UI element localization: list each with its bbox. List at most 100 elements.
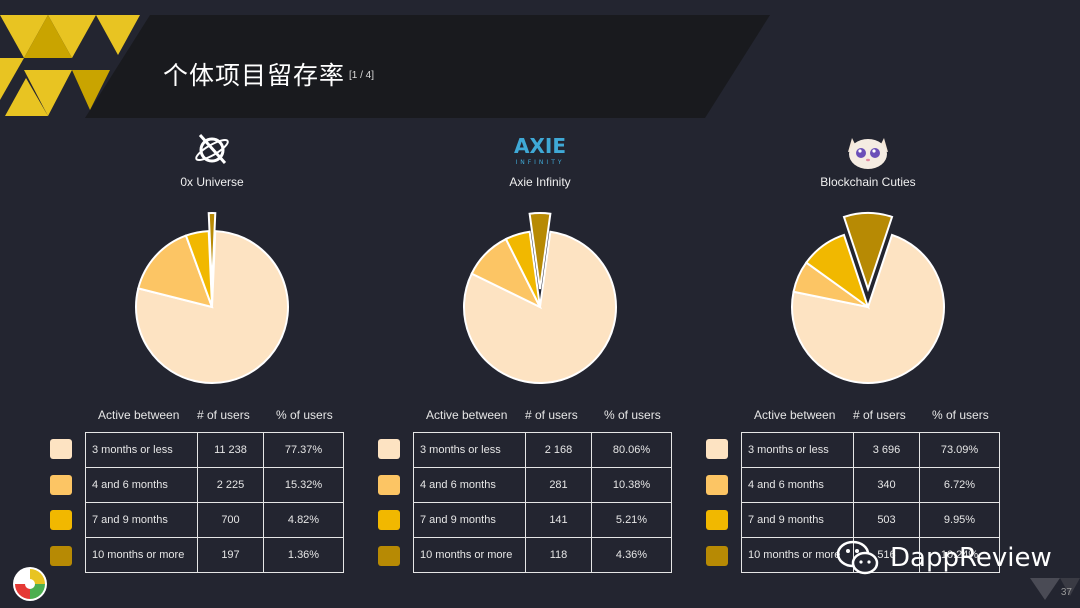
data-table: 3 months or less 11 238 77.37% 4 and 6 mont… <box>85 432 344 573</box>
row-category: 3 months or less <box>413 432 526 468</box>
legend-swatch-1 <box>706 439 728 459</box>
row-pct-users: 4.82% <box>263 502 344 538</box>
page-title: 个体项目留存率 <box>163 61 346 90</box>
watermark: DappReview <box>836 536 1052 580</box>
table-row: 4 and 6 months 2 225 15.32% <box>85 467 344 503</box>
legend-swatch-3 <box>378 510 400 530</box>
header-active-between: Active between <box>426 408 508 422</box>
axie-logo-subtext: INFINITY <box>515 159 564 166</box>
row-num-users: 11 238 <box>197 432 264 468</box>
row-num-users: 281 <box>525 467 592 503</box>
row-category: 4 and 6 months <box>85 467 198 503</box>
row-category: 4 and 6 months <box>413 467 526 503</box>
row-category: 3 months or less <box>741 432 854 468</box>
legend-swatch-4 <box>50 545 72 566</box>
pie-chart <box>791 212 945 384</box>
table-row: 3 months or less 3 696 73.09% <box>741 432 1000 468</box>
header-num-users: # of users <box>525 408 578 422</box>
row-num-users: 3 696 <box>853 432 920 468</box>
row-category: 3 months or less <box>85 432 198 468</box>
pie-slice-1 <box>791 233 945 384</box>
data-table: 3 months or less 2 168 80.06% 4 and 6 month… <box>413 432 672 573</box>
watermark-text: DappReview <box>890 543 1052 573</box>
wechat-icon <box>836 540 879 575</box>
pie-slice-4 <box>207 212 217 290</box>
row-pct-users: 73.09% <box>919 432 1000 468</box>
project-name: 0x Universe <box>180 175 244 189</box>
row-category: 7 and 9 months <box>741 502 854 538</box>
table-row: 10 months or more 197 1.36% <box>85 537 344 573</box>
row-pct-users: 1.36% <box>263 537 344 573</box>
row-pct-users: 80.06% <box>591 432 672 468</box>
legend-swatch-1 <box>378 439 400 459</box>
legend-swatch-4 <box>378 545 400 566</box>
project-name: Axie Infinity <box>509 175 571 189</box>
row-pct-users: 15.32% <box>263 467 344 503</box>
page-indicator: [1 / 4] <box>349 70 375 81</box>
project-name: Blockchain Cuties <box>820 175 916 189</box>
legend-swatch-4 <box>706 545 728 566</box>
table-row: 4 and 6 months 340 6.72% <box>741 467 1000 503</box>
header-active-between: Active between <box>98 408 180 422</box>
row-pct-users: 5.21% <box>591 502 672 538</box>
row-category: 7 and 9 months <box>413 502 526 538</box>
decorative-triangles <box>0 15 140 116</box>
row-category: 7 and 9 months <box>85 502 198 538</box>
table-row: 3 months or less 2 168 80.06% <box>413 432 672 468</box>
chart-panel-blockchain-cuties: Blockchain Cuties Active between # of us… <box>703 120 1033 580</box>
legend-swatch-2 <box>50 474 72 495</box>
row-pct-users: 6.72% <box>919 467 1000 503</box>
axie-infinity-logo: AXIE INFINITY <box>514 134 566 166</box>
cat-face-icon <box>848 138 888 169</box>
row-pct-users: 4.36% <box>591 537 672 573</box>
row-pct-users: 77.37% <box>263 432 344 468</box>
table-row: 10 months or more 516 10.24% <box>741 537 1000 573</box>
row-num-users: 503 <box>853 502 920 538</box>
pie-slice-3 <box>504 230 541 308</box>
app-logo-icon <box>13 567 47 601</box>
row-pct-users: 10.38% <box>591 467 672 503</box>
row-pct-users: 9.95% <box>919 502 1000 538</box>
header-pct-users: % of users <box>932 408 989 422</box>
pie-slice-2 <box>137 234 214 309</box>
row-num-users: 2 168 <box>525 432 592 468</box>
row-num-users: 118 <box>525 537 592 573</box>
pie-slice-3 <box>804 233 870 310</box>
row-num-users: 340 <box>853 467 920 503</box>
row-num-users: 197 <box>197 537 264 573</box>
row-num-users: 700 <box>197 502 264 538</box>
table-row: 7 and 9 months 141 5.21% <box>413 502 672 538</box>
row-category: 10 months or more <box>413 537 526 573</box>
header-num-users: # of users <box>197 408 250 422</box>
pie-chart <box>463 212 617 384</box>
header-band <box>85 15 770 118</box>
row-category: 10 months or more <box>85 537 198 573</box>
table-row: 10 months or more 118 4.36% <box>413 537 672 573</box>
row-category: 4 and 6 months <box>741 467 854 503</box>
pie-chart <box>135 212 289 384</box>
legend-swatch-3 <box>50 510 72 530</box>
pie-slice-4 <box>842 212 894 293</box>
data-table: 3 months or less 3 696 73.09% 4 and 6 month… <box>741 432 1000 573</box>
header-pct-users: % of users <box>604 408 661 422</box>
table-row: 7 and 9 months 503 9.95% <box>741 502 1000 538</box>
chart-panel-axie-infinity: AXIE INFINITY Axie Infinity Active betwe… <box>375 120 705 580</box>
chart-panel-0x-universe: 0x Universe Active between # of users % … <box>47 120 377 580</box>
corner-decoration <box>1030 578 1080 600</box>
header-num-users: # of users <box>853 408 906 422</box>
row-pct-users: 10.24% <box>919 537 1000 573</box>
axie-logo-text: AXIE <box>514 134 566 158</box>
table-row: 7 and 9 months 700 4.82% <box>85 502 344 538</box>
row-num-users: 2 225 <box>197 467 264 503</box>
table-row: 3 months or less 11 238 77.37% <box>85 432 344 468</box>
header-pct-users: % of users <box>276 408 333 422</box>
row-num-users: 141 <box>525 502 592 538</box>
header-active-between: Active between <box>754 408 836 422</box>
page-number: 37 <box>1060 587 1072 598</box>
row-category: 10 months or more <box>741 537 854 573</box>
pie-slice-4 <box>528 212 552 290</box>
table-row: 4 and 6 months 281 10.38% <box>413 467 672 503</box>
legend-swatch-2 <box>706 474 728 495</box>
legend-swatch-2 <box>378 474 400 495</box>
legend-swatch-3 <box>706 510 728 530</box>
